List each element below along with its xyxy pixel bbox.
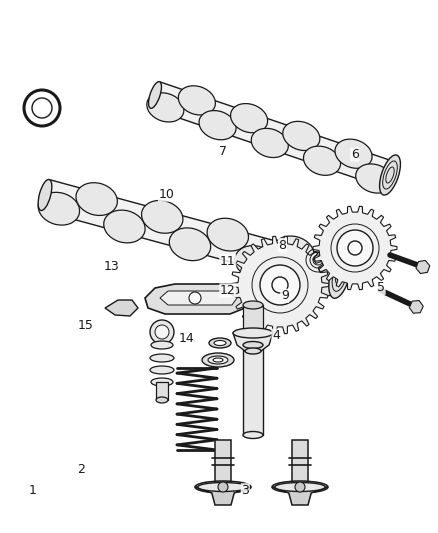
Ellipse shape	[300, 263, 342, 296]
Ellipse shape	[207, 218, 248, 251]
Polygon shape	[105, 300, 138, 316]
Ellipse shape	[141, 200, 183, 233]
Circle shape	[189, 292, 201, 304]
Ellipse shape	[230, 103, 268, 133]
Ellipse shape	[151, 378, 173, 386]
Ellipse shape	[251, 128, 288, 158]
Circle shape	[337, 230, 373, 266]
Polygon shape	[243, 345, 263, 435]
Polygon shape	[272, 487, 328, 505]
Polygon shape	[292, 440, 308, 487]
Text: 6: 6	[351, 148, 359, 161]
Text: 10: 10	[159, 188, 174, 201]
Circle shape	[295, 482, 305, 492]
Polygon shape	[160, 291, 237, 305]
Polygon shape	[151, 82, 395, 188]
Ellipse shape	[38, 180, 52, 211]
Text: 14: 14	[178, 332, 194, 345]
Ellipse shape	[147, 93, 184, 122]
Text: 1: 1	[29, 484, 37, 497]
Text: 7: 7	[219, 146, 227, 158]
Circle shape	[260, 265, 300, 305]
Ellipse shape	[335, 139, 372, 168]
Ellipse shape	[148, 82, 162, 108]
Polygon shape	[41, 180, 344, 290]
Polygon shape	[409, 301, 423, 313]
Text: 4: 4	[272, 329, 280, 342]
Circle shape	[348, 241, 362, 255]
Ellipse shape	[329, 252, 351, 298]
Polygon shape	[233, 333, 273, 351]
Text: 8: 8	[279, 239, 286, 252]
Text: 13: 13	[104, 260, 120, 273]
Ellipse shape	[214, 341, 226, 345]
Text: 11: 11	[220, 255, 236, 268]
Ellipse shape	[150, 354, 174, 362]
Circle shape	[150, 320, 174, 344]
Polygon shape	[313, 206, 397, 290]
Circle shape	[32, 98, 52, 118]
Circle shape	[218, 482, 228, 492]
Polygon shape	[416, 261, 430, 273]
Ellipse shape	[235, 246, 276, 278]
Ellipse shape	[104, 210, 145, 243]
Ellipse shape	[233, 328, 273, 338]
Circle shape	[272, 277, 288, 293]
Polygon shape	[145, 284, 250, 314]
Ellipse shape	[151, 341, 173, 349]
Ellipse shape	[243, 301, 263, 309]
Ellipse shape	[156, 397, 168, 403]
Ellipse shape	[304, 146, 341, 175]
Ellipse shape	[243, 342, 263, 349]
Ellipse shape	[380, 155, 400, 195]
Ellipse shape	[243, 432, 263, 439]
Polygon shape	[215, 440, 231, 487]
Ellipse shape	[209, 338, 231, 348]
Ellipse shape	[195, 481, 251, 493]
Ellipse shape	[283, 122, 320, 150]
Ellipse shape	[199, 110, 236, 140]
Text: 9: 9	[281, 289, 289, 302]
Circle shape	[24, 90, 60, 126]
Ellipse shape	[213, 358, 223, 362]
Polygon shape	[243, 305, 263, 333]
Ellipse shape	[356, 164, 393, 193]
Ellipse shape	[245, 348, 261, 354]
Ellipse shape	[76, 183, 117, 215]
Ellipse shape	[198, 482, 248, 491]
Text: 12: 12	[220, 284, 236, 297]
Polygon shape	[231, 236, 329, 334]
Ellipse shape	[38, 192, 80, 225]
Polygon shape	[195, 487, 251, 505]
Ellipse shape	[275, 482, 325, 491]
Ellipse shape	[178, 86, 215, 115]
Text: 5: 5	[377, 281, 385, 294]
Text: 15: 15	[78, 319, 93, 332]
Text: 3: 3	[241, 484, 249, 497]
Ellipse shape	[202, 353, 234, 367]
Text: 2: 2	[77, 463, 85, 475]
Ellipse shape	[272, 481, 328, 493]
Ellipse shape	[150, 366, 174, 374]
Ellipse shape	[272, 236, 314, 269]
Ellipse shape	[208, 356, 228, 364]
Ellipse shape	[170, 228, 211, 261]
Polygon shape	[156, 382, 168, 400]
Circle shape	[155, 325, 169, 339]
